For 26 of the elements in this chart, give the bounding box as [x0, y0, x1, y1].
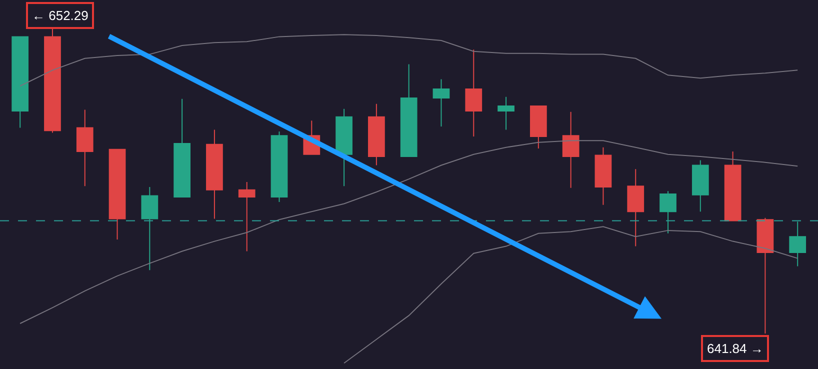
candlestick: [238, 182, 256, 252]
candlestick: [465, 49, 482, 137]
candlestick: [76, 109, 94, 187]
candlestick: [627, 168, 644, 247]
candlestick: [756, 217, 774, 334]
candlestick: [400, 64, 418, 157]
candlestick: [270, 131, 288, 202]
candlestick: [789, 221, 806, 267]
candlestick: [432, 78, 450, 128]
candlestick: [562, 111, 580, 188]
candlestick: [368, 103, 385, 166]
candlestick: [498, 96, 514, 130]
annotation: 641.84 →: [707, 341, 764, 356]
candlestick: [12, 36, 29, 128]
candlestick: [336, 108, 352, 187]
candlestick: [174, 98, 190, 198]
candlestick: [206, 129, 223, 220]
candlestick: [141, 186, 158, 271]
candlestick: [594, 146, 612, 206]
annotation: ← 652.29: [32, 8, 88, 23]
candlestick: [530, 105, 547, 150]
candlestick: [692, 160, 709, 212]
candlestick: [724, 150, 742, 222]
candlestick: [44, 26, 61, 134]
candlestick: [108, 148, 126, 240]
candlestick: [660, 190, 676, 234]
